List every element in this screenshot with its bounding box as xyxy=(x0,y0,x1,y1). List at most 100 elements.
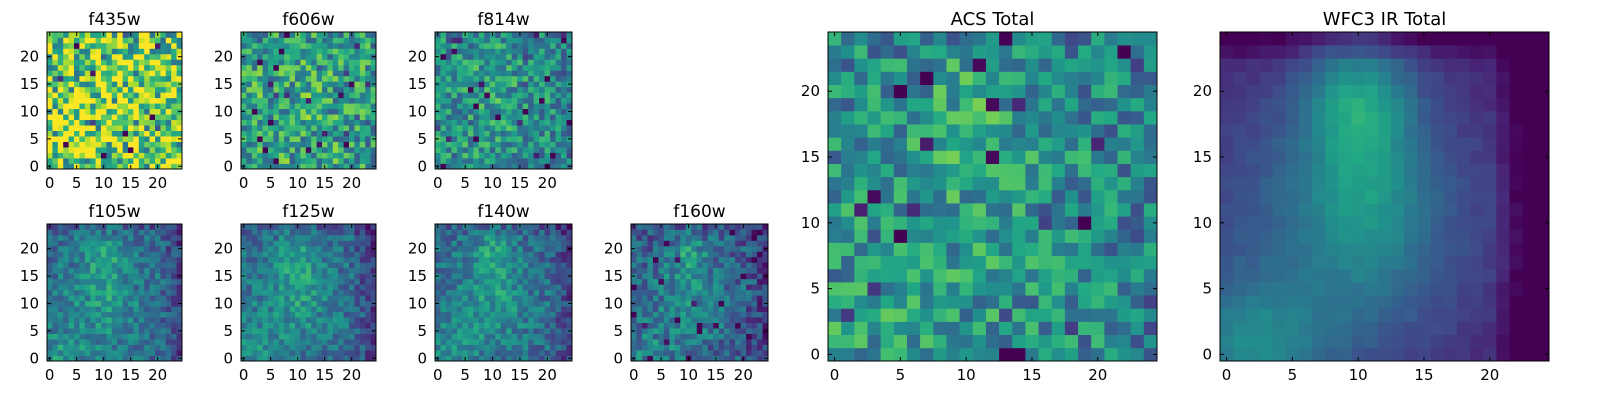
heatmap-cell xyxy=(278,289,285,296)
heatmap-cell xyxy=(111,224,118,230)
heatmap-cell xyxy=(746,300,752,307)
heatmap-cell xyxy=(332,333,339,340)
heatmap-cell xyxy=(300,234,307,241)
heatmap-cell xyxy=(370,32,377,38)
heatmap-cell xyxy=(365,224,371,230)
heatmap-cell xyxy=(262,48,269,55)
heatmap-cell xyxy=(79,32,86,38)
heatmap-cell xyxy=(467,130,474,137)
heatmap-cell xyxy=(95,355,102,362)
heatmap-cell xyxy=(696,317,703,323)
heatmap-cell xyxy=(111,240,118,247)
heatmap-cell xyxy=(133,81,140,88)
heatmap-cell xyxy=(685,262,692,269)
heatmap-cell xyxy=(149,70,156,77)
heatmap-cell xyxy=(478,125,485,131)
heatmap-cell xyxy=(647,267,654,274)
heatmap-cell xyxy=(343,81,350,88)
heatmap-cell xyxy=(658,278,665,285)
heatmap-cell xyxy=(349,333,355,340)
heatmap-cell xyxy=(332,53,339,60)
heatmap-cell xyxy=(707,344,714,351)
heatmap-cell xyxy=(311,141,317,148)
heatmap-cell xyxy=(144,295,150,302)
heatmap-cell xyxy=(117,306,123,313)
heatmap-cell xyxy=(327,267,334,274)
heatmap-cell xyxy=(68,42,75,49)
heatmap-cell xyxy=(647,322,654,329)
heatmap-cell xyxy=(128,229,134,236)
heatmap-cell xyxy=(111,300,118,307)
heatmap-cell xyxy=(311,37,317,44)
heatmap-cell xyxy=(696,289,703,296)
heatmap-cell xyxy=(128,267,134,274)
heatmap-cell xyxy=(707,339,714,345)
heatmap-cell xyxy=(138,141,145,148)
heatmap-cell xyxy=(539,103,545,110)
heatmap-cell xyxy=(128,81,134,88)
heatmap-cell xyxy=(484,306,491,313)
heatmap-cell xyxy=(289,86,296,93)
heatmap-cell xyxy=(713,295,720,302)
heatmap-cell xyxy=(522,240,529,247)
heatmap-cell xyxy=(680,317,687,323)
heatmap-cell xyxy=(106,284,113,291)
heatmap-cell xyxy=(539,328,545,334)
heatmap-cell xyxy=(327,81,334,88)
heatmap-cell xyxy=(284,70,290,77)
heatmap-cell xyxy=(338,300,344,307)
heatmap-cell xyxy=(327,114,334,121)
heatmap-cell xyxy=(511,59,518,66)
heatmap-cell xyxy=(47,152,53,159)
heatmap-cell xyxy=(289,300,296,307)
heatmap-cell xyxy=(165,229,172,236)
heatmap-cell xyxy=(365,136,371,142)
heatmap-cell xyxy=(435,344,441,351)
heatmap-cell xyxy=(165,103,172,110)
heatmap-cell xyxy=(257,125,263,131)
heatmap-cells xyxy=(435,32,573,170)
heatmap-cell xyxy=(636,278,643,285)
heatmap-cell xyxy=(517,322,524,329)
heatmap-cell xyxy=(322,125,328,131)
heatmap-cell xyxy=(84,92,91,99)
heatmap-cell xyxy=(435,262,441,269)
heatmap-cell xyxy=(680,339,687,345)
heatmap-cell xyxy=(539,344,545,351)
heatmap-cell xyxy=(149,152,156,159)
heatmap-cell xyxy=(539,42,545,49)
heatmap-cell xyxy=(359,92,366,99)
heatmap-cell xyxy=(90,136,96,142)
heatmap-cell xyxy=(160,147,167,153)
heatmap-cell xyxy=(680,306,687,313)
y-tick-label: 0 xyxy=(417,157,427,175)
heatmap-cell xyxy=(718,273,725,280)
heatmap-cell xyxy=(1078,308,1092,322)
heatmap-cell xyxy=(663,256,670,263)
heatmap-cell xyxy=(343,64,350,71)
heatmap-cell xyxy=(729,240,736,247)
heatmap-cell xyxy=(284,339,290,345)
heatmap-cell xyxy=(95,158,102,164)
heatmap-cell xyxy=(349,328,355,334)
x-tick-label: 0 xyxy=(239,174,249,192)
heatmap-cell xyxy=(95,130,102,137)
heatmap-cell xyxy=(451,311,458,318)
heatmap-cell xyxy=(467,229,474,236)
heatmap-cell xyxy=(1038,216,1053,230)
heatmap-cell xyxy=(322,284,328,291)
heatmap-cell xyxy=(57,32,64,38)
heatmap-cell xyxy=(90,119,96,126)
heatmap-cell xyxy=(327,152,334,159)
heatmap-cell xyxy=(959,334,974,349)
heatmap-cell xyxy=(517,48,524,55)
heatmap-cell xyxy=(57,108,64,115)
heatmap-cell xyxy=(79,295,86,302)
heatmap-cell xyxy=(273,42,280,49)
heatmap-cell xyxy=(257,114,263,121)
heatmap-cell xyxy=(495,108,502,115)
heatmap-cell xyxy=(246,130,253,137)
heatmap-cell xyxy=(462,53,469,60)
heatmap-cell xyxy=(495,300,502,307)
